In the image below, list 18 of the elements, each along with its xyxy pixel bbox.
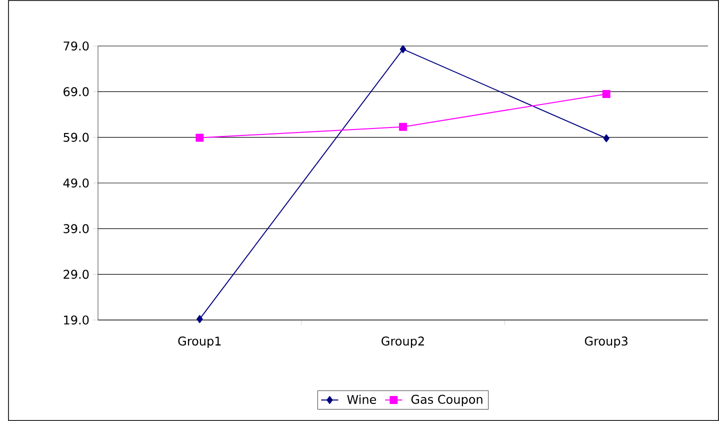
point [196, 134, 204, 142]
y-tick-label: 19.0 [64, 315, 89, 325]
y-tick-label: 79.0 [64, 41, 89, 51]
x-tick-label: Group1 [178, 336, 221, 348]
point [400, 45, 406, 54]
point [399, 122, 408, 131]
y-tick-label: 49.0 [63, 178, 89, 188]
y-tick-label: 69.0 [64, 87, 89, 96]
y-tick-label: 29.0 [64, 270, 89, 279]
point [196, 315, 203, 324]
y-tick-label: 39.0 [64, 224, 89, 234]
x-tick-label: Group2 [382, 336, 424, 348]
y-tick-label: 59.0 [64, 132, 89, 142]
point [602, 90, 610, 98]
legend-label: Gas Coupon [411, 394, 482, 406]
point [603, 134, 610, 142]
x-tick-label: Group3 [584, 336, 628, 348]
legend-label: Wine [347, 394, 376, 404]
